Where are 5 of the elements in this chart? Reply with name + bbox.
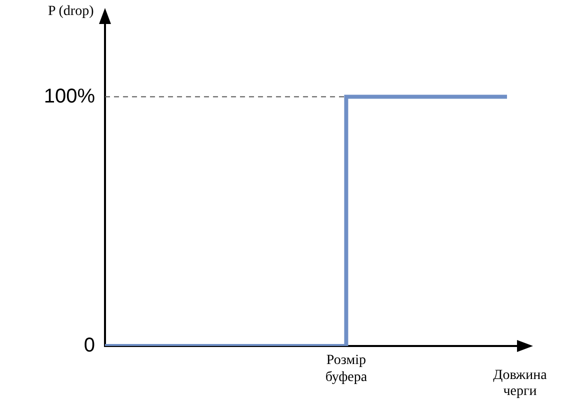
y-tick-label: 0 xyxy=(84,334,95,357)
x-tick-label: Розмір буфера xyxy=(325,353,368,385)
y-axis-title: P (drop) xyxy=(48,4,94,20)
y-tick-label: 100% xyxy=(44,85,96,108)
x-axis-title: Довжина черги xyxy=(492,368,548,400)
